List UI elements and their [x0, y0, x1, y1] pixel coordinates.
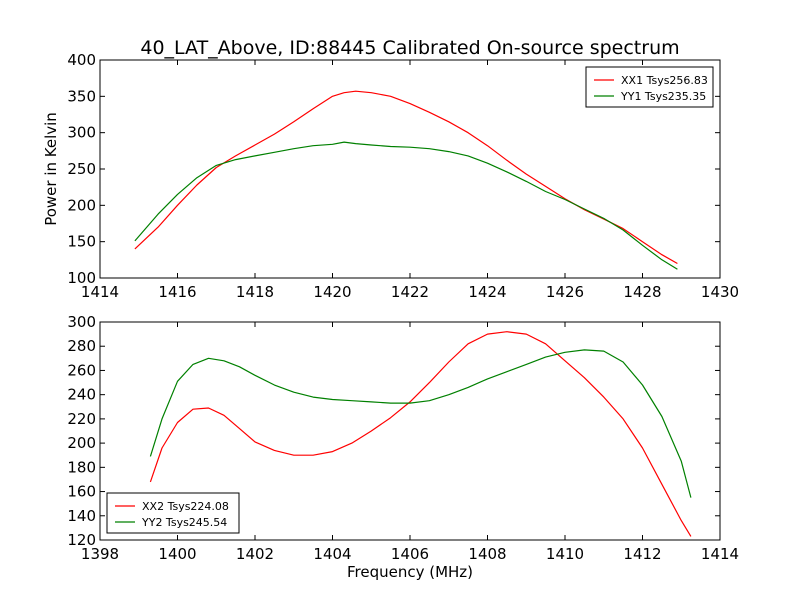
legend-box — [106, 492, 240, 534]
x-tick-label: 1428 — [623, 283, 661, 301]
legend: XX2 Tsys224.08 YY2 Tsys245.54 — [106, 492, 240, 534]
plot-frame — [99, 321, 721, 541]
y-tick-label: 100 — [67, 269, 96, 287]
x-tick-label: 1400 — [158, 545, 196, 563]
plot-frame — [99, 59, 721, 279]
y-tick-label: 180 — [67, 458, 96, 476]
x-tick-label: 1430 — [701, 283, 739, 301]
legend-label: XX1 Tsys256.83 — [621, 74, 708, 87]
y-tick-label: 400 — [67, 51, 96, 69]
x-tick-label: 1412 — [623, 545, 661, 563]
x-tick-label: 1414 — [701, 545, 739, 563]
x-tick-label: 1406 — [391, 545, 429, 563]
y-tick-label: 300 — [67, 124, 96, 142]
y-tick-label: 350 — [67, 87, 96, 105]
x-tick-label: 1404 — [313, 545, 351, 563]
x-tick-label: 1398 — [81, 545, 119, 563]
series-line-2 — [134, 141, 678, 270]
y-tick-label: 240 — [67, 386, 96, 404]
y-tick-label: 140 — [67, 507, 96, 525]
bottom-panel: 1398 1400 1402 1404 1406 1408 1410 1412 1414 120 1… — [67, 313, 739, 563]
top-panel: 1414 1416 1418 1420 1422 1424 1426 1428 1430 100 1… — [67, 51, 739, 301]
x-tick-label: 1416 — [158, 283, 196, 301]
series-line-1 — [149, 331, 692, 537]
x-tick-label: 1414 — [81, 283, 119, 301]
x-axis-label: Frequency (MHz) — [347, 563, 473, 581]
y-tick-label: 280 — [67, 337, 96, 355]
x-tick-label: 1418 — [236, 283, 274, 301]
series-line-2 — [149, 349, 692, 498]
y-tick-label: 200 — [67, 434, 96, 452]
x-tick-label: 1410 — [546, 545, 584, 563]
y-tick-label: 150 — [67, 233, 96, 251]
series-line-1 — [134, 90, 678, 265]
y-tick-label: 250 — [67, 160, 96, 178]
legend-box — [585, 66, 714, 108]
x-tick-label: 1402 — [236, 545, 274, 563]
legend-label: YY2 Tsys245.54 — [141, 516, 227, 529]
y-tick-label: 160 — [67, 483, 96, 501]
y-tick-label: 120 — [67, 531, 96, 549]
x-tick-label: 1408 — [468, 545, 506, 563]
y-tick-label: 260 — [67, 361, 96, 379]
y-tick-label: 300 — [67, 313, 96, 331]
chart-title: 40_LAT_Above, ID:88445 Calibrated On-sou… — [140, 37, 679, 59]
x-tick-label: 1420 — [313, 283, 351, 301]
x-tick-label: 1422 — [391, 283, 429, 301]
y-tick-label: 200 — [67, 196, 96, 214]
legend-label: YY1 Tsys235.35 — [620, 90, 706, 103]
y-axis-label: Power in Kelvin — [42, 112, 60, 226]
legend-label: XX2 Tsys224.08 — [142, 500, 229, 513]
x-tick-label: 1426 — [546, 283, 584, 301]
x-tick-label: 1424 — [468, 283, 506, 301]
y-tick-label: 220 — [67, 410, 96, 428]
legend: XX1 Tsys256.83 YY1 Tsys235.35 — [585, 66, 714, 108]
